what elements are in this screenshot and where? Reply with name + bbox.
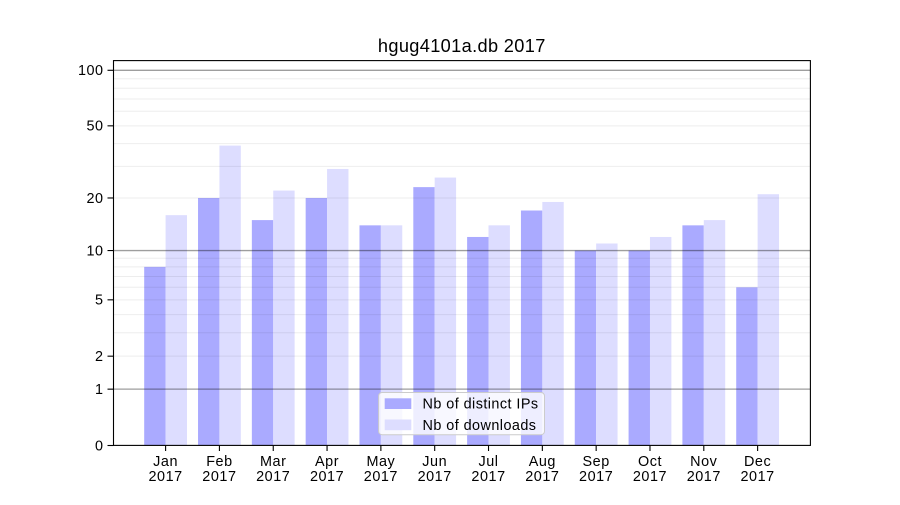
svg-text:2017: 2017 (364, 469, 398, 485)
svg-text:2017: 2017 (310, 469, 344, 485)
svg-text:Sep: Sep (583, 454, 610, 470)
svg-text:Nov: Nov (690, 454, 717, 470)
svg-text:2017: 2017 (148, 469, 182, 485)
svg-text:Aug: Aug (529, 454, 556, 470)
svg-text:2017: 2017 (741, 469, 775, 485)
svg-text:Feb: Feb (206, 454, 232, 470)
svg-text:10: 10 (86, 244, 103, 260)
svg-text:Nb of downloads: Nb of downloads (423, 418, 537, 434)
svg-text:Jul: Jul (478, 454, 498, 470)
svg-text:2017: 2017 (202, 469, 236, 485)
svg-text:2017: 2017 (687, 469, 721, 485)
svg-text:0: 0 (95, 438, 104, 454)
svg-text:May: May (366, 454, 395, 470)
svg-text:2017: 2017 (471, 469, 505, 485)
svg-text:Jun: Jun (422, 454, 447, 470)
svg-text:Mar: Mar (260, 454, 286, 470)
svg-text:2017: 2017 (579, 469, 613, 485)
svg-text:2: 2 (95, 349, 104, 365)
svg-text:1: 1 (95, 382, 104, 398)
svg-text:Dec: Dec (744, 454, 771, 470)
svg-text:hgug4101a.db 2017: hgug4101a.db 2017 (378, 36, 546, 56)
svg-text:5: 5 (95, 293, 104, 309)
svg-text:20: 20 (86, 191, 103, 207)
svg-text:100: 100 (78, 63, 104, 79)
svg-text:Apr: Apr (315, 454, 339, 470)
svg-text:Jan: Jan (153, 454, 178, 470)
svg-text:2017: 2017 (418, 469, 452, 485)
svg-text:50: 50 (86, 119, 103, 135)
svg-text:Oct: Oct (638, 454, 662, 470)
svg-text:2017: 2017 (525, 469, 559, 485)
svg-text:Nb of distinct IPs: Nb of distinct IPs (423, 397, 539, 413)
svg-text:2017: 2017 (256, 469, 290, 485)
svg-text:2017: 2017 (633, 469, 667, 485)
